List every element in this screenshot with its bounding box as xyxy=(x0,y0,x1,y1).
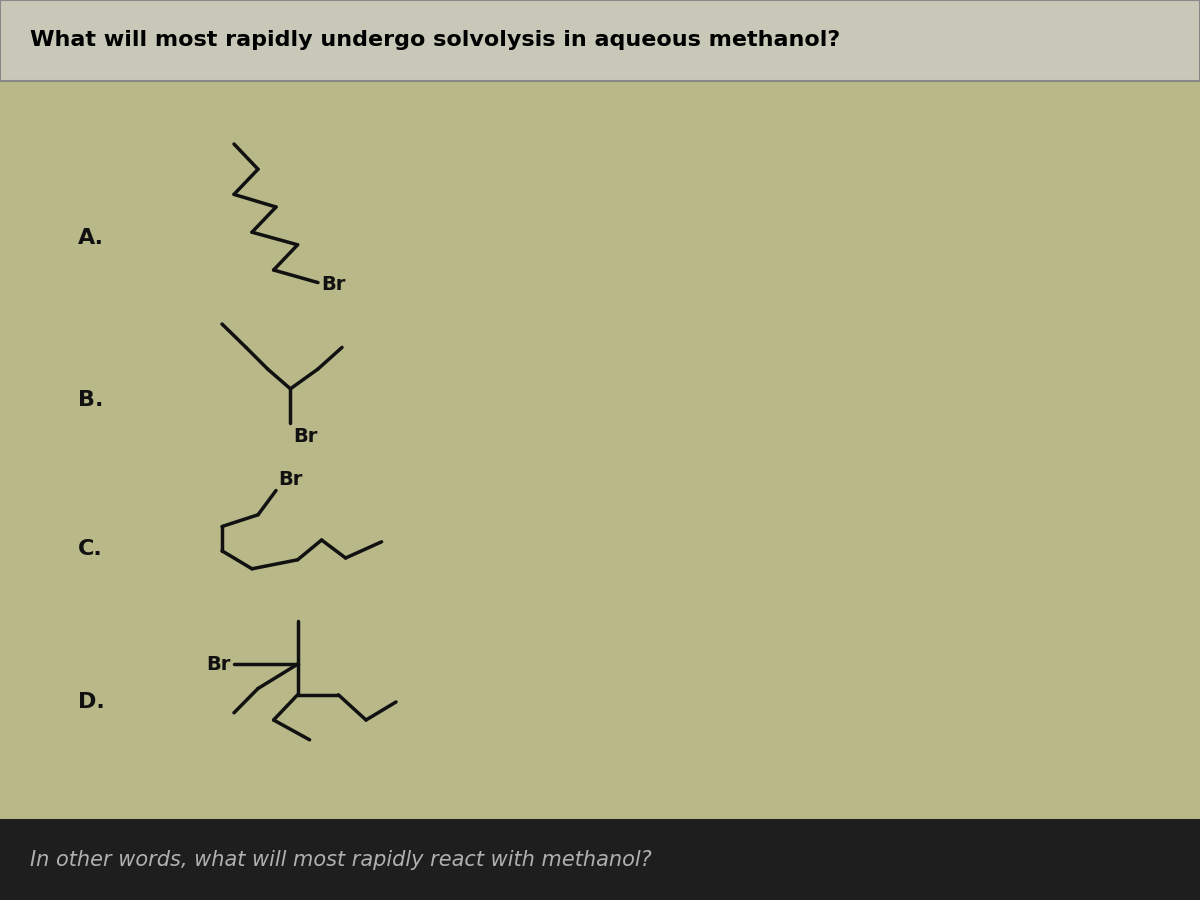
Text: Br: Br xyxy=(322,274,346,294)
FancyBboxPatch shape xyxy=(0,0,1200,81)
Text: Br: Br xyxy=(278,470,302,489)
Text: What will most rapidly undergo solvolysis in aqueous methanol?: What will most rapidly undergo solvolysi… xyxy=(30,31,840,50)
Text: B.: B. xyxy=(78,391,103,410)
Text: D.: D. xyxy=(78,692,104,712)
Text: Br: Br xyxy=(293,427,317,446)
Text: C.: C. xyxy=(78,539,103,559)
Text: In other words, what will most rapidly react with methanol?: In other words, what will most rapidly r… xyxy=(30,850,652,869)
Text: A.: A. xyxy=(78,229,104,248)
FancyBboxPatch shape xyxy=(0,819,1200,900)
Text: Br: Br xyxy=(206,654,230,674)
